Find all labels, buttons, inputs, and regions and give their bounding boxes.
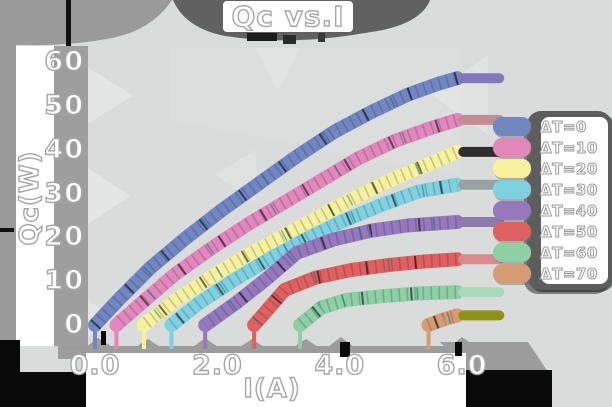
legend-swatch-dT50 — [493, 222, 531, 241]
x-tick-4.0: 4.0 — [314, 350, 366, 381]
series-hatch — [249, 252, 458, 330]
black-dash-under-4 — [340, 342, 350, 357]
legend-label-dT10: ΔT=10 — [540, 138, 598, 157]
legend-swatch-dT70 — [493, 264, 531, 283]
title-drip-2 — [283, 35, 296, 44]
bottom-right-gray-slope — [440, 342, 548, 372]
series-line — [293, 285, 465, 332]
y-tick-60: 60 — [44, 46, 84, 78]
series-hatch — [139, 145, 460, 331]
legend-swatch-dT10 — [493, 138, 531, 157]
legend-label-dT20: ΔT=20 — [540, 159, 598, 178]
black-dash-origin — [101, 331, 106, 345]
series-line — [164, 177, 465, 332]
legend-panel — [541, 117, 608, 284]
black-dash-under-6 — [455, 342, 462, 356]
series-line — [421, 308, 465, 332]
legend-item-dT50: ΔT=50 — [493, 221, 598, 242]
y-tick-50: 50 — [44, 89, 84, 121]
legend: ΔT=0 ΔT=10 ΔT=20 ΔT=30 ΔT=40 ΔT=50 ΔT=60 ΔT=70 — [493, 116, 598, 284]
legend-label-dT50: ΔT=50 — [540, 222, 598, 241]
series-dT0 — [88, 71, 505, 349]
black-left-small — [0, 340, 20, 374]
y-tick-0: 0 — [64, 309, 84, 340]
series-line — [137, 144, 465, 332]
top-left-gray-block — [0, 0, 172, 46]
series-dT40 — [198, 215, 505, 349]
y-tick-40: 40 — [44, 133, 84, 165]
series-hatch — [426, 309, 460, 332]
legend-swatch-dT30 — [493, 180, 531, 199]
legend-item-dT40: ΔT=40 — [493, 200, 598, 221]
chart-title: Qc vs.I — [231, 0, 345, 33]
series-hatch — [167, 178, 459, 331]
x-axis-label: I(A) — [243, 373, 301, 404]
legend-label-dT60: ΔT=60 — [540, 243, 598, 262]
series-line — [88, 71, 465, 332]
y-tick-20: 20 — [44, 221, 84, 253]
x-tick-6.0: 6.0 — [436, 350, 488, 381]
black-bottom-left — [0, 372, 86, 407]
series-group — [88, 71, 505, 349]
legend-swatch-dT40 — [493, 201, 531, 220]
grunge-line-topleft — [66, 0, 71, 46]
series-hatch — [90, 71, 460, 330]
y-tick-10: 10 — [44, 265, 84, 297]
y-axis-shadow-column — [54, 46, 88, 346]
legend-item-dT60: ΔT=60 — [493, 242, 598, 263]
legend-label-dT0: ΔT=0 — [540, 117, 587, 136]
legend-label-dT40: ΔT=40 — [540, 201, 598, 220]
legend-item-dT10: ΔT=10 — [493, 137, 598, 158]
legend-label-dT30: ΔT=30 — [540, 180, 598, 199]
title-drip-1 — [247, 33, 277, 41]
black-bottom-right — [466, 370, 552, 407]
legend-swatch-dT60 — [493, 243, 531, 262]
x-tick-2.0: 2.0 — [191, 350, 243, 381]
legend-item-dT70: ΔT=70 — [493, 263, 598, 284]
series-line — [247, 252, 465, 332]
legend-item-dT30: ΔT=30 — [493, 179, 598, 200]
series-dT60 — [293, 285, 505, 349]
series-dT10 — [109, 112, 505, 349]
y-tick-30: 30 — [44, 177, 84, 209]
series-dT70 — [421, 308, 505, 349]
series-dT50 — [247, 252, 505, 349]
x-axis-panel — [86, 353, 466, 407]
legend-swatch-dT20 — [493, 159, 531, 178]
x-tick-0.0: 0.0 — [69, 350, 121, 381]
grunge-dash-left — [0, 228, 14, 232]
series-line — [109, 112, 465, 332]
left-edge-strip — [0, 42, 16, 345]
series-line — [198, 215, 465, 332]
legend-item-dT20: ΔT=20 — [493, 158, 598, 179]
legend-label-dT70: ΔT=70 — [540, 264, 598, 283]
title-drip-3 — [318, 33, 325, 42]
title-panel: Qc vs.I — [223, 0, 353, 33]
legend-swatch-dT0 — [493, 117, 531, 136]
legend-item-dT0: ΔT=0 — [493, 116, 598, 137]
